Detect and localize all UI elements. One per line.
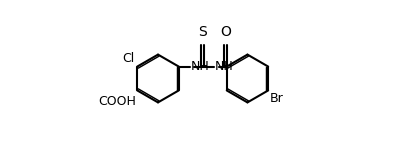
Text: O: O xyxy=(220,25,231,39)
Text: Cl: Cl xyxy=(122,52,134,65)
Text: NH: NH xyxy=(215,60,234,73)
Text: COOH: COOH xyxy=(98,95,136,108)
Text: NH: NH xyxy=(190,60,209,73)
Text: S: S xyxy=(198,25,207,39)
Text: Br: Br xyxy=(270,92,283,105)
